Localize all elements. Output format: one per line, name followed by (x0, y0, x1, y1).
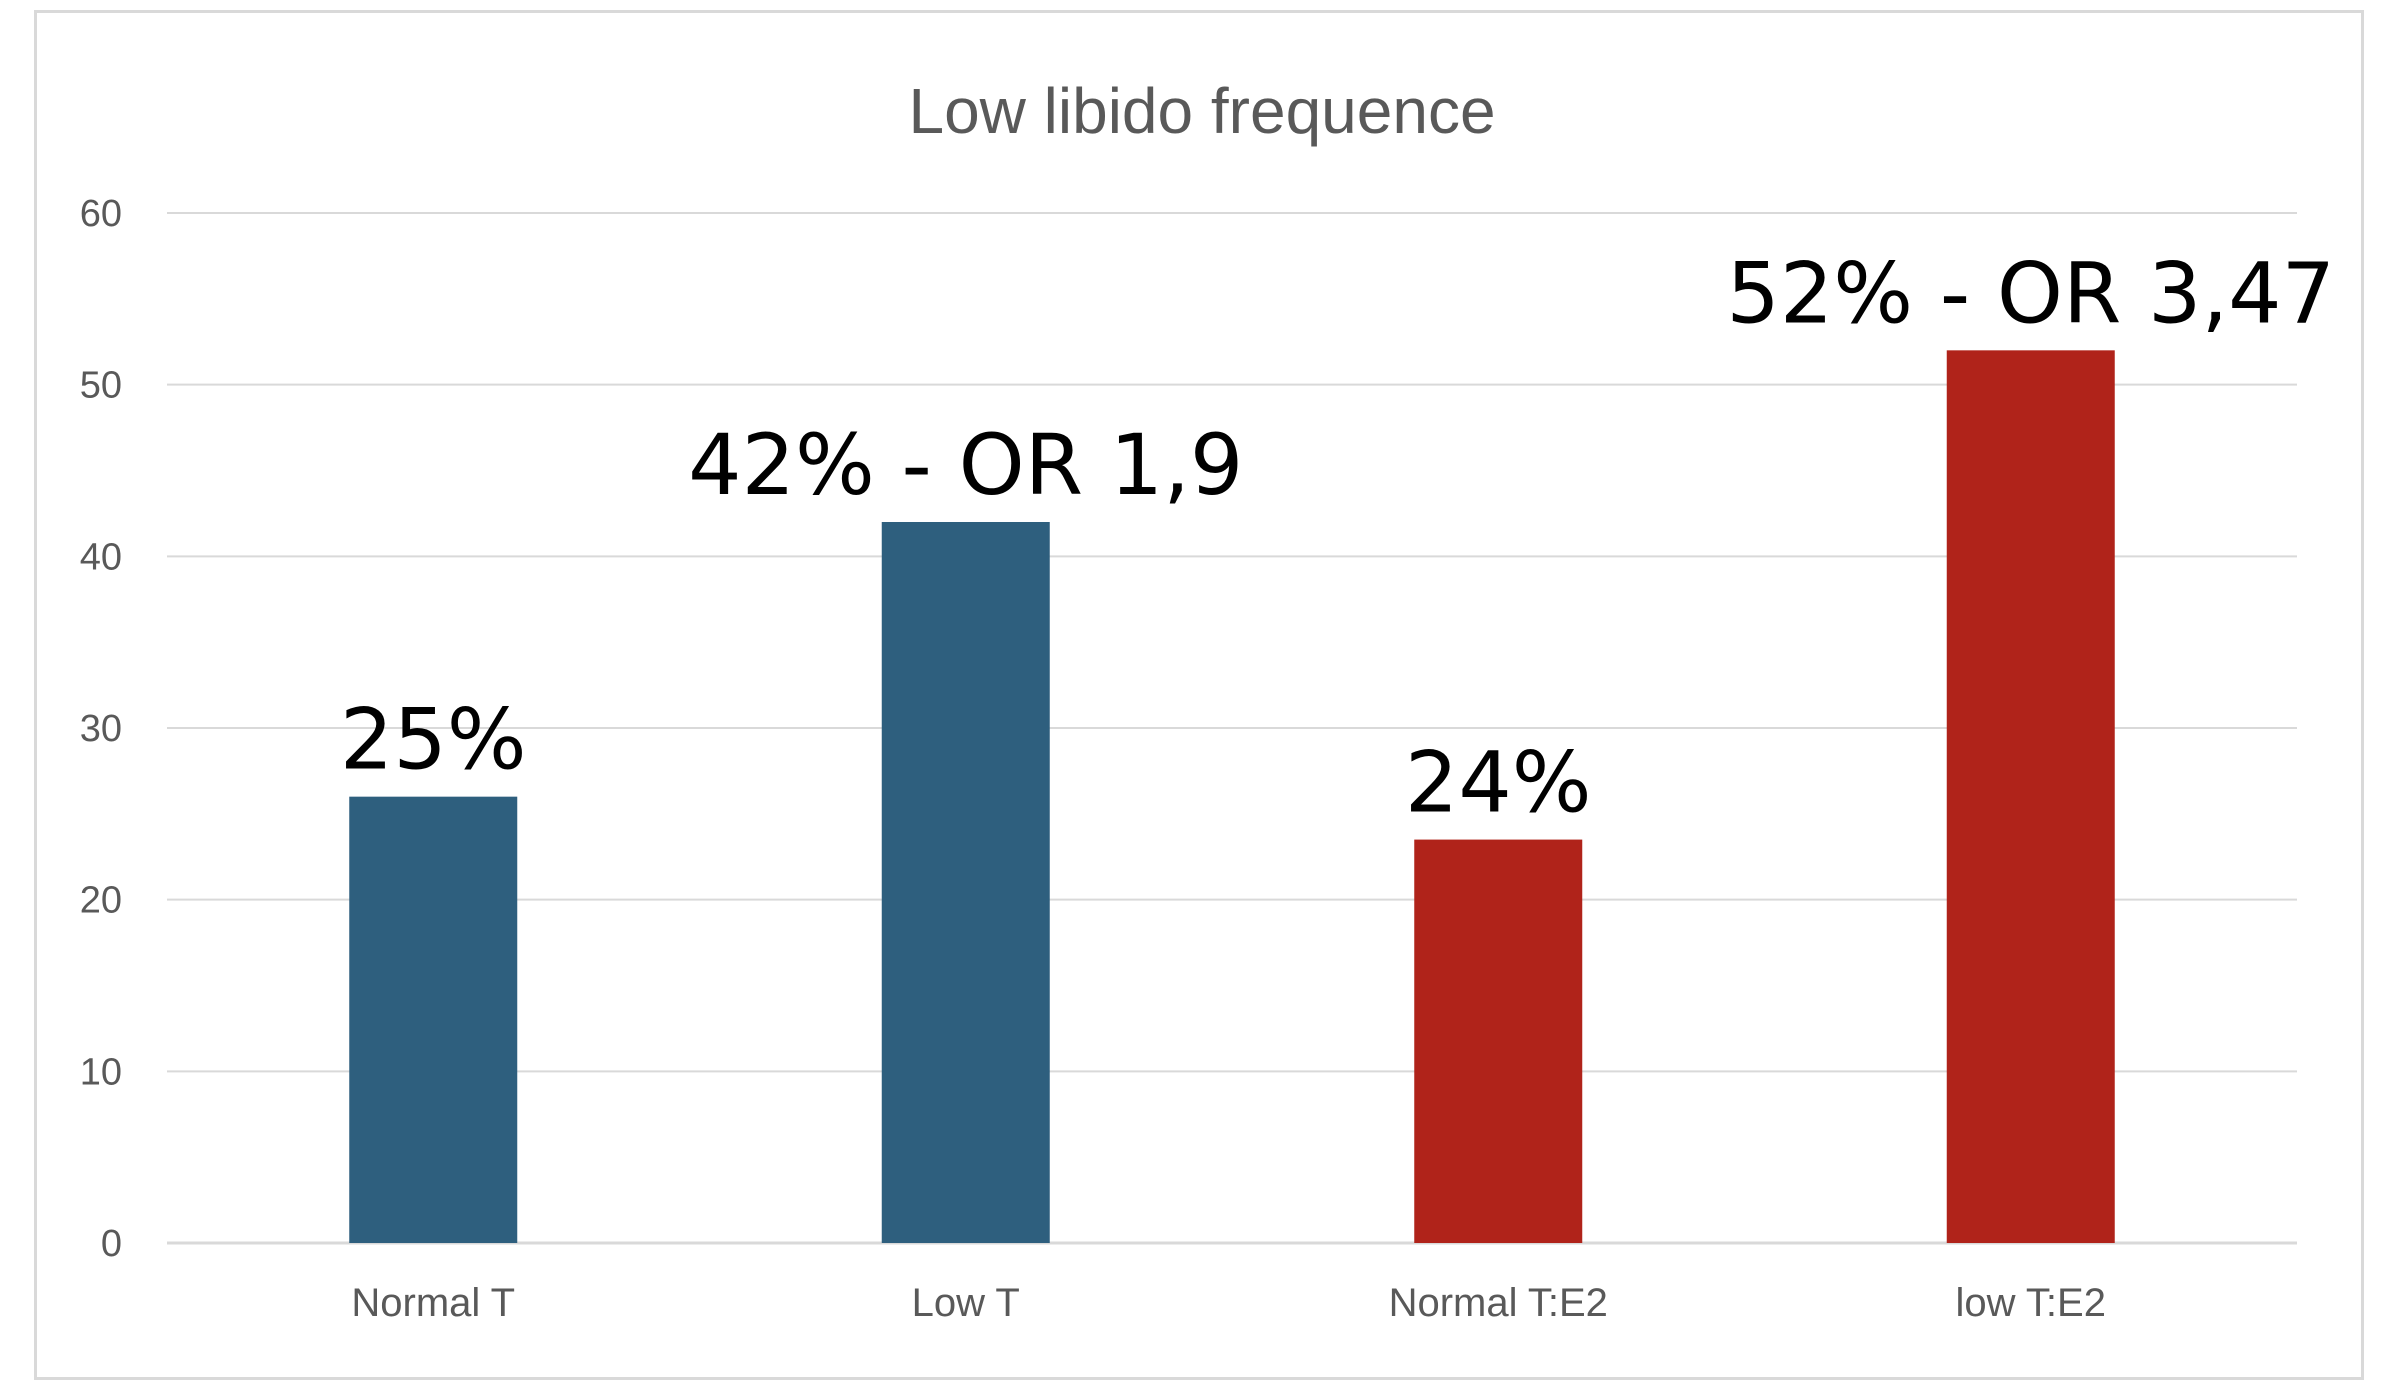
chart-frame: Low libido frequence 0 10 20 30 40 50 60 25% 42… (34, 10, 2364, 1380)
y-axis-tick-labels: 0 10 20 30 40 50 60 (80, 193, 122, 1265)
x-category-label: Normal T (351, 1281, 515, 1325)
y-tick-label: 40 (80, 536, 122, 578)
data-label: 25% (340, 691, 527, 789)
x-category-label: Low T (912, 1281, 1020, 1325)
gridlines (167, 212, 2297, 1245)
x-axis-category-labels: Normal T Low T Normal T:E2 low T:E2 (351, 1281, 2106, 1325)
chart-title: Low libido frequence (908, 75, 1495, 147)
bars (349, 350, 2115, 1243)
data-label: 24% (1405, 734, 1592, 832)
bar-normal-t-e2 (1414, 839, 1583, 1243)
data-label: 52% - OR 3,47 (1726, 244, 2335, 342)
y-tick-label: 20 (80, 880, 122, 922)
bar-low-t-e2 (1946, 350, 2115, 1243)
data-label: 42% - OR 1,9 (688, 416, 1243, 514)
data-labels: 25% 42% - OR 1,9 24% 52% - OR 3,47 (340, 244, 2335, 831)
y-tick-label: 10 (80, 1051, 122, 1093)
y-tick-label: 0 (101, 1223, 122, 1265)
y-tick-label: 50 (80, 365, 122, 407)
x-category-label: low T:E2 (1956, 1281, 2106, 1325)
x-category-label: Normal T:E2 (1389, 1281, 1608, 1325)
y-tick-label: 30 (80, 708, 122, 750)
bar-low-t (881, 522, 1050, 1243)
y-tick-label: 60 (80, 193, 122, 235)
bar-normal-t (349, 796, 518, 1243)
bar-chart: Low libido frequence 0 10 20 30 40 50 60 25% 42… (80, 75, 2335, 1325)
